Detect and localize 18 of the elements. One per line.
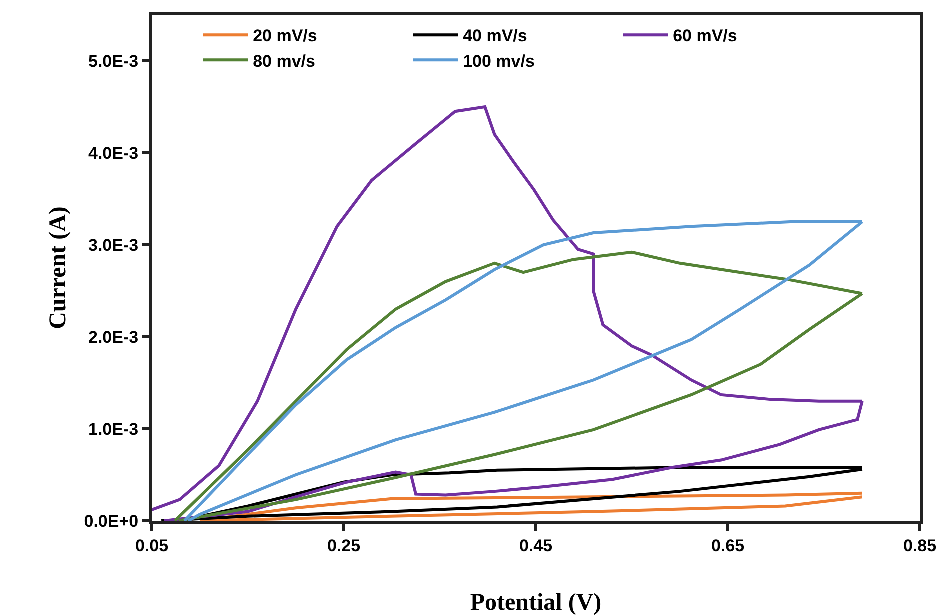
legend-label: 100 mv/s [463, 52, 535, 71]
x-tick-label: 0.25 [327, 536, 361, 556]
x-tick-label: 0.85 [903, 536, 937, 556]
y-tick-label: 3.0E-3 [88, 236, 139, 255]
x-tick-label: 0.65 [711, 536, 745, 556]
x-tick-label: 0.05 [135, 536, 169, 556]
legend-label: 20 mV/s [253, 26, 318, 46]
y-tick-label: 2.0E-3 [88, 328, 139, 347]
y-tick-label: 4.0E-3 [88, 144, 139, 163]
legend-label: 80 mv/s [253, 52, 316, 71]
x-axis-title: Potential (V) [470, 590, 602, 616]
y-tick-label: 5.0E-3 [88, 52, 139, 71]
y-axis-title: Current (A) [45, 206, 72, 330]
legend-label: 60 mV/s [673, 26, 738, 46]
y-tick-label: 0.0E+0 [84, 512, 139, 531]
y-tick-label: 1.0E-3 [88, 420, 139, 439]
x-tick-label: 0.45 [519, 536, 553, 556]
legend-label: 40 mV/s [463, 26, 528, 46]
